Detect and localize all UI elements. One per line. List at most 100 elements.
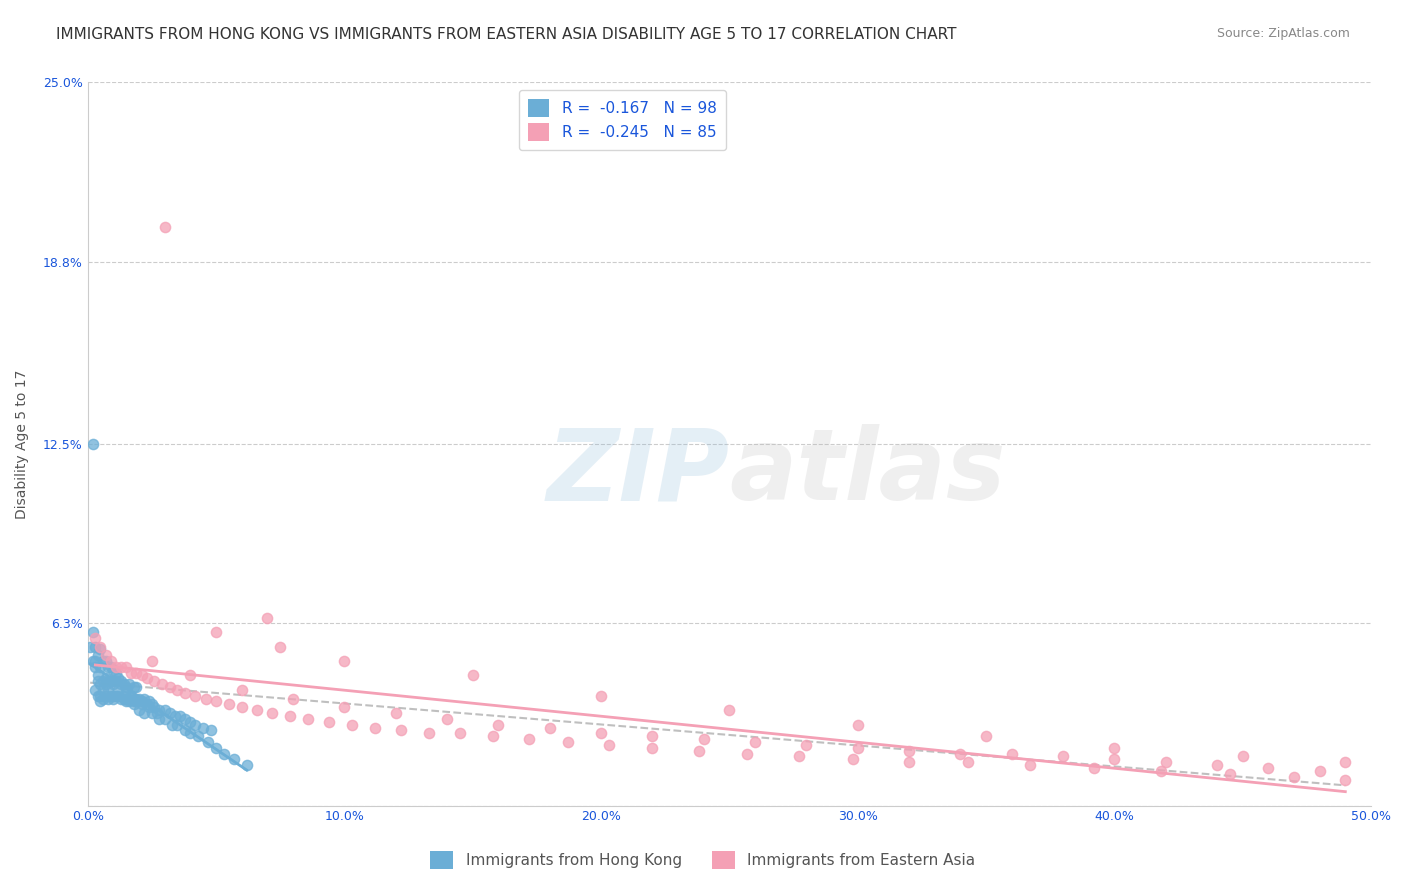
Point [104, 689, 127, 703]
Point [163, 709, 186, 723]
Point [146, 706, 169, 720]
Point [340, 717, 363, 731]
Y-axis label: Disability Age 5 to 17: Disability Age 5 to 17 [15, 369, 30, 519]
Point [103, 691, 125, 706]
Point [115, 659, 138, 673]
Point [84, 659, 107, 673]
Point [97, 691, 120, 706]
Point [1104, 740, 1126, 755]
Point [103, 689, 125, 703]
Point [125, 691, 148, 706]
Point [191, 721, 214, 735]
Legend: R =  -0.167   N = 98, R =  -0.245   N = 85: R = -0.167 N = 98, R = -0.245 N = 85 [519, 90, 725, 150]
Point [122, 694, 145, 708]
Point [112, 677, 135, 691]
Point [141, 654, 163, 668]
Point [281, 691, 304, 706]
Point [148, 712, 170, 726]
Point [598, 738, 620, 752]
Point [333, 700, 356, 714]
Point [143, 674, 166, 689]
Point [82, 625, 104, 640]
Point [138, 700, 160, 714]
Point [87, 689, 110, 703]
Point [1149, 764, 1171, 778]
Point [100, 689, 122, 703]
Point [107, 682, 129, 697]
Point [103, 663, 125, 677]
Point [557, 735, 579, 749]
Point [169, 709, 191, 723]
Point [1001, 747, 1024, 761]
Point [949, 747, 972, 761]
Point [118, 691, 141, 706]
Point [262, 706, 284, 720]
Point [97, 674, 120, 689]
Point [744, 735, 766, 749]
Point [787, 749, 810, 764]
Point [1018, 758, 1040, 772]
Point [956, 756, 979, 770]
Point [97, 682, 120, 697]
Point [174, 686, 197, 700]
Point [205, 625, 228, 640]
Point [735, 747, 758, 761]
Point [100, 654, 122, 668]
Point [131, 694, 153, 708]
Point [184, 689, 207, 703]
Point [200, 723, 222, 738]
Point [1334, 756, 1357, 770]
Point [1232, 749, 1254, 764]
Point [794, 738, 817, 752]
Point [128, 703, 150, 717]
Point [153, 703, 176, 717]
Point [107, 671, 129, 685]
Point [138, 694, 160, 708]
Point [187, 729, 209, 743]
Point [318, 714, 340, 729]
Point [692, 732, 714, 747]
Point [112, 689, 135, 703]
Point [91, 674, 114, 689]
Point [115, 694, 138, 708]
Point [1104, 752, 1126, 766]
Point [87, 668, 110, 682]
Point [269, 640, 291, 654]
Point [179, 668, 201, 682]
Point [84, 640, 107, 654]
Point [236, 758, 259, 772]
Point [135, 671, 157, 685]
Point [846, 740, 869, 755]
Point [89, 689, 111, 703]
Point [194, 691, 217, 706]
Point [184, 717, 207, 731]
Point [120, 689, 142, 703]
Point [1083, 761, 1105, 775]
Point [159, 706, 181, 720]
Point [486, 717, 509, 731]
Point [125, 665, 148, 680]
Point [1219, 766, 1241, 780]
Point [898, 744, 921, 758]
Text: atlas: atlas [730, 425, 1005, 522]
Text: Source: ZipAtlas.com: Source: ZipAtlas.com [1216, 27, 1350, 40]
Point [174, 723, 197, 738]
Point [688, 744, 710, 758]
Point [132, 706, 155, 720]
Point [1206, 758, 1229, 772]
Point [841, 752, 863, 766]
Point [153, 712, 176, 726]
Point [150, 677, 173, 691]
Point [846, 717, 869, 731]
Point [231, 700, 253, 714]
Point [449, 726, 471, 740]
Point [110, 691, 132, 706]
Point [91, 691, 114, 706]
Point [166, 682, 188, 697]
Point [89, 677, 111, 691]
Point [122, 698, 145, 712]
Point [125, 694, 148, 708]
Point [333, 654, 356, 668]
Point [94, 671, 117, 685]
Point [94, 654, 117, 668]
